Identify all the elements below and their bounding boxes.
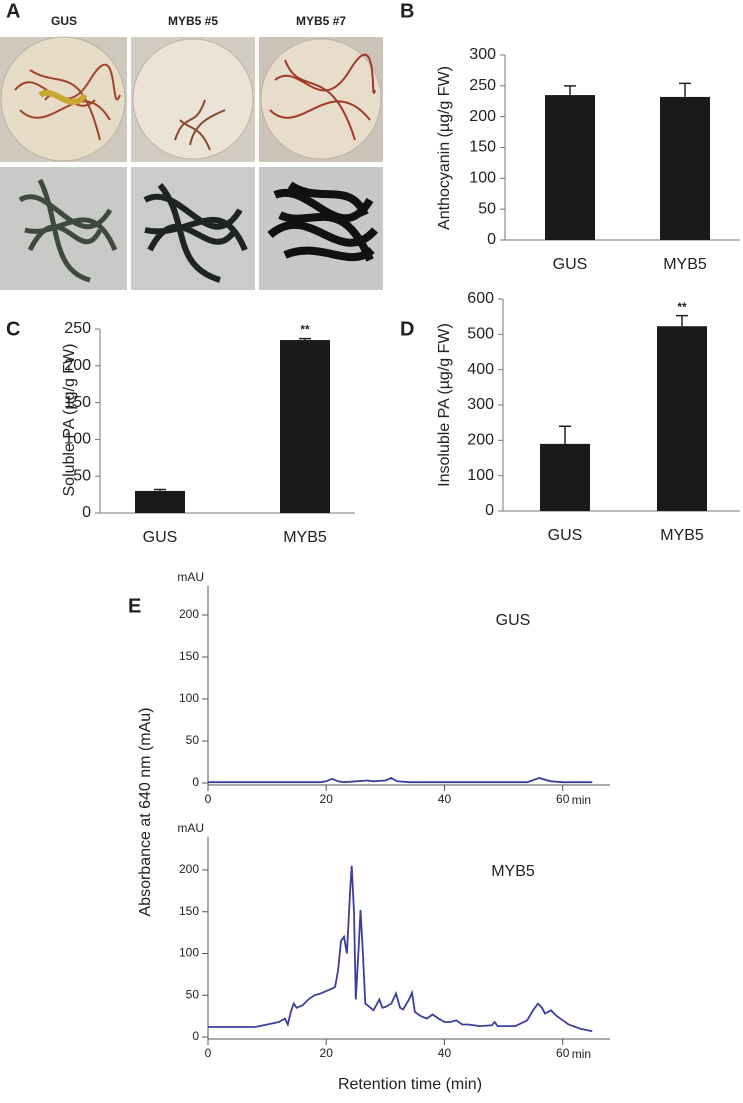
- panel-label: A: [6, 0, 20, 22]
- bar: [660, 96, 710, 240]
- x-tick-label: MYB5: [663, 256, 707, 273]
- x-unit: min: [572, 1047, 591, 1061]
- trace: [208, 776, 593, 784]
- y-tick-label: 100: [179, 946, 199, 960]
- significance: **: [300, 323, 310, 337]
- y-tick-label: 0: [82, 504, 91, 521]
- y-tick-label: 150: [469, 139, 496, 156]
- y-axis-label: Soluble PA (µg/g FW): [61, 344, 78, 497]
- bar: [135, 490, 185, 513]
- y-tick-label: 0: [485, 502, 494, 519]
- y-axis-label: Absorbance at 640 nm (mAu): [137, 708, 154, 917]
- y-tick-label: 300: [467, 396, 494, 413]
- y-tick-label: 300: [469, 46, 496, 63]
- y-unit: mAU: [177, 821, 204, 835]
- trace-label: GUS: [496, 612, 531, 629]
- error-bar: [299, 337, 311, 341]
- x-tick-label: 0: [205, 792, 212, 806]
- trace: [208, 865, 593, 1033]
- x-tick-label: 40: [438, 1046, 452, 1060]
- x-axis-label: Retention time (min): [338, 1076, 482, 1093]
- y-tick-label: 150: [179, 904, 199, 918]
- y-tick-label: 100: [469, 170, 496, 187]
- roots: [38, 90, 88, 105]
- photo-title: GUS: [51, 14, 77, 28]
- roots: [269, 53, 376, 141]
- x-tick-label: 60: [556, 792, 570, 806]
- y-tick-label: 200: [64, 357, 91, 374]
- y-tick-label: 50: [73, 467, 91, 484]
- x-tick-label: MYB5: [283, 529, 327, 546]
- y-tick-label: 200: [469, 108, 496, 125]
- y-tick-label: 50: [478, 200, 496, 217]
- bar: [280, 340, 330, 513]
- bar: [540, 443, 590, 511]
- roots: [18, 178, 118, 283]
- significance: **: [677, 300, 687, 314]
- y-axis-label: Insoluble PA (µg/g FW): [436, 323, 453, 487]
- y-tick-label: 100: [64, 431, 91, 448]
- x-tick-label: 40: [438, 792, 452, 806]
- y-tick-label: 400: [467, 361, 494, 378]
- y-tick-label: 200: [467, 432, 494, 449]
- x-tick-label: GUS: [143, 529, 178, 546]
- error-bar: [679, 82, 691, 97]
- error-bar: [154, 488, 166, 491]
- x-tick-label: 0: [205, 1046, 212, 1060]
- roots: [143, 183, 248, 283]
- y-tick-label: 0: [192, 775, 199, 789]
- plate: [132, 38, 254, 160]
- y-tick-label: 100: [179, 691, 199, 705]
- panel-label: B: [400, 0, 414, 22]
- y-tick-label: 150: [64, 394, 91, 411]
- y-tick-label: 100: [467, 467, 494, 484]
- y-axis-label: Anthocyanin (µg/g FW): [436, 66, 453, 230]
- x-tick-label: GUS: [553, 256, 588, 273]
- y-tick-label: 0: [487, 231, 496, 248]
- y-tick-label: 600: [467, 290, 494, 307]
- x-tick-label: 20: [320, 792, 334, 806]
- error-bar: [564, 85, 576, 96]
- y-tick-label: 200: [179, 862, 199, 876]
- photo-title: MYB5 #7: [296, 14, 346, 28]
- photo-title: MYB5 #5: [168, 14, 218, 28]
- y-tick-label: 500: [467, 326, 494, 343]
- y-tick-label: 200: [179, 607, 199, 621]
- roots: [267, 181, 379, 262]
- y-tick-label: 50: [186, 987, 200, 1001]
- panel-label: C: [6, 318, 20, 340]
- plate: [260, 38, 382, 160]
- y-tick-label: 0: [192, 1029, 199, 1043]
- x-tick-label: 20: [320, 1046, 334, 1060]
- trace-label: MYB5: [491, 863, 535, 880]
- y-tick-label: 250: [469, 77, 496, 94]
- roots: [14, 63, 121, 141]
- error-bar: [676, 314, 688, 327]
- y-tick-label: 150: [179, 649, 199, 663]
- error-bar: [559, 425, 571, 444]
- x-tick-label: GUS: [548, 527, 583, 544]
- bar: [657, 326, 707, 511]
- panel-label: E: [128, 595, 141, 617]
- panel-label: D: [400, 318, 414, 340]
- photo-grid: [0, 36, 383, 290]
- y-tick-label: 50: [186, 733, 200, 747]
- roots: [174, 99, 226, 151]
- y-tick-label: 250: [64, 320, 91, 337]
- x-tick-label: MYB5: [660, 527, 704, 544]
- x-tick-label: 60: [556, 1046, 570, 1060]
- y-unit: mAU: [177, 570, 204, 584]
- bar: [545, 95, 595, 240]
- x-unit: min: [572, 793, 591, 807]
